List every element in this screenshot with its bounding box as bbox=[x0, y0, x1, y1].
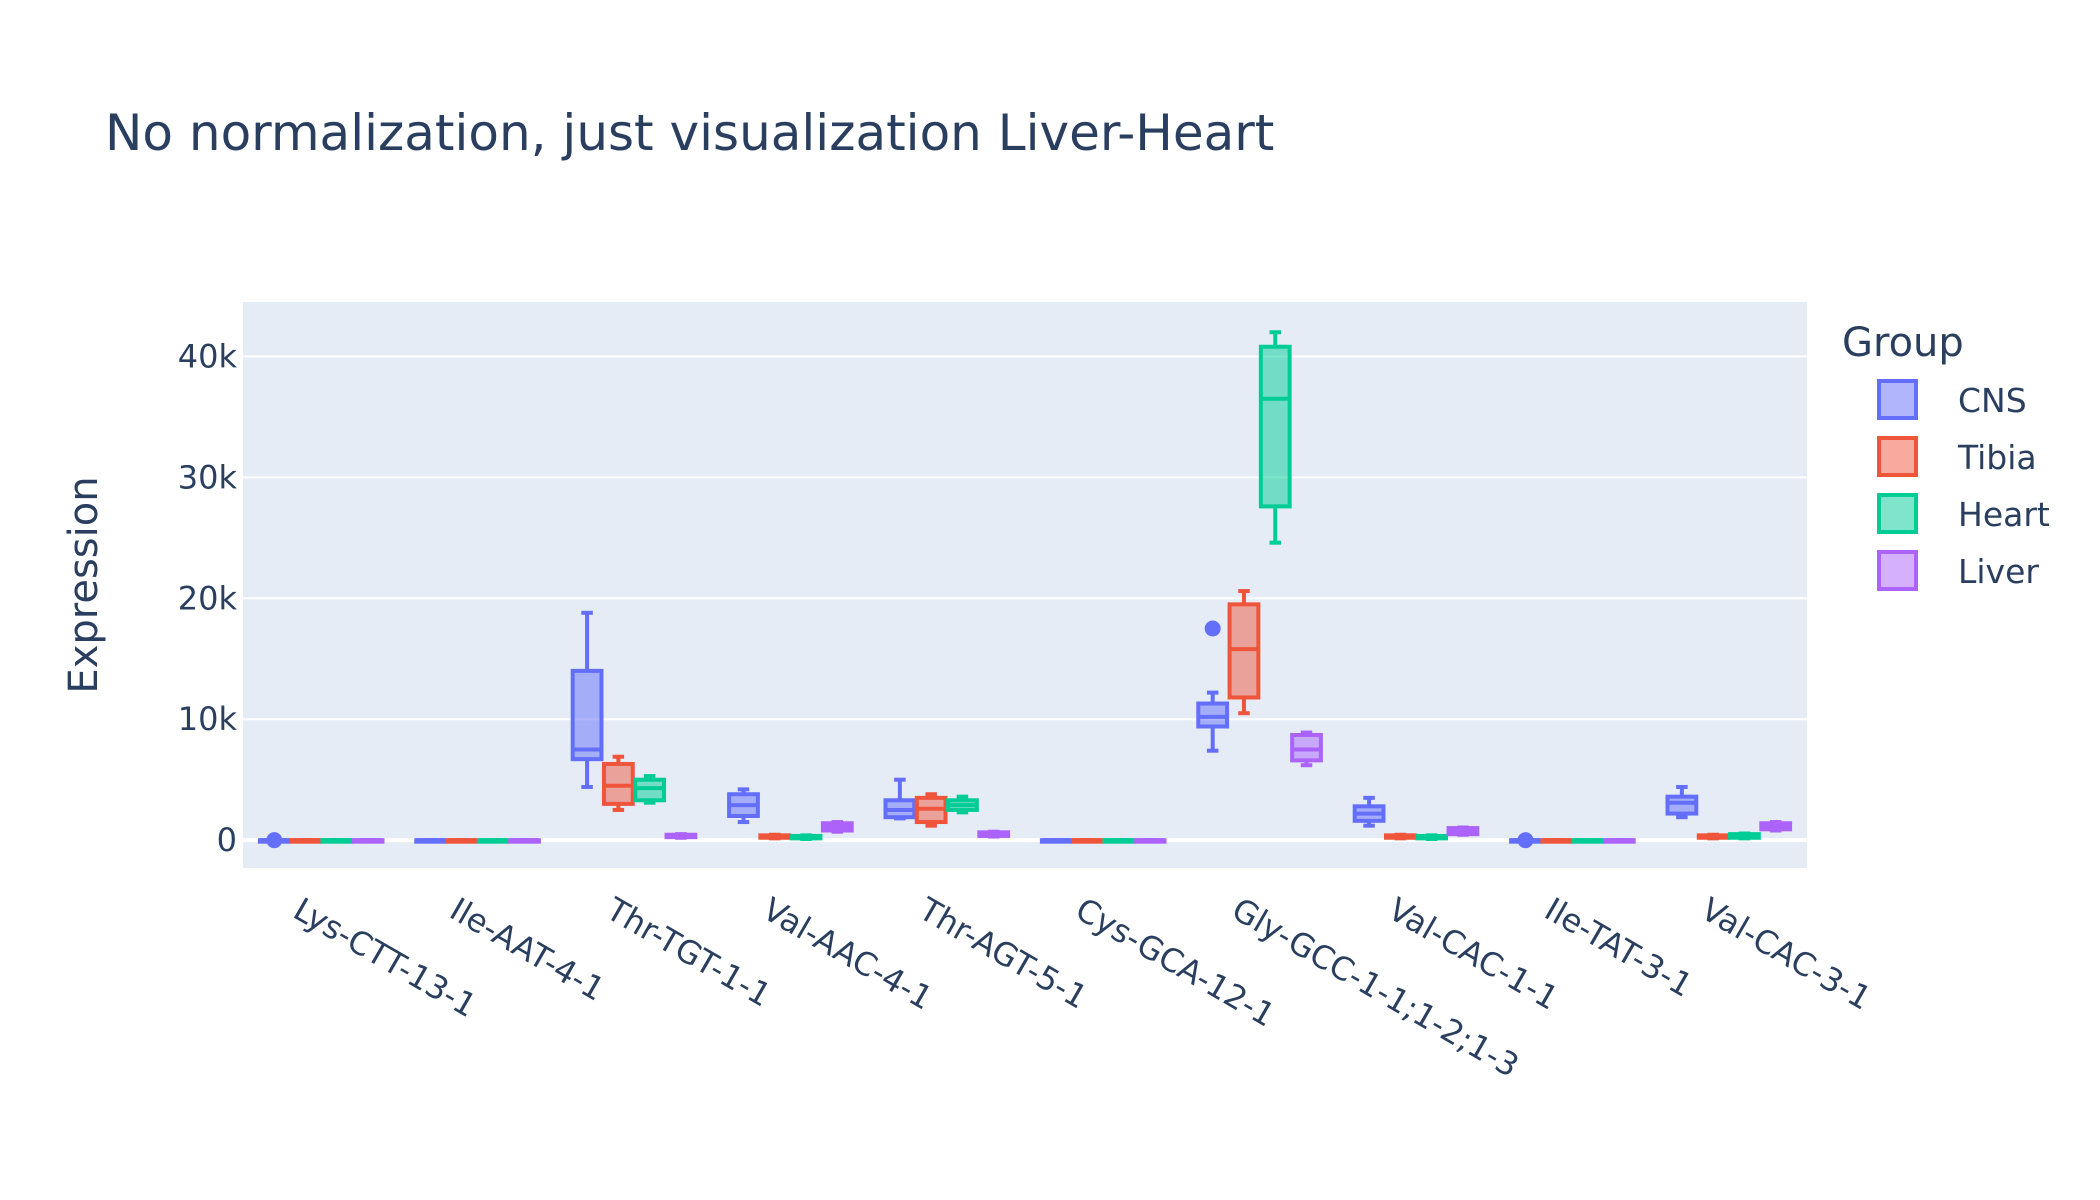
outlier-point[interactable] bbox=[1204, 620, 1221, 637]
legend-label: Heart bbox=[1958, 495, 2050, 534]
box-plot[interactable] bbox=[1102, 838, 1136, 844]
box-plot[interactable] bbox=[508, 838, 541, 844]
box-plot[interactable] bbox=[1133, 838, 1167, 844]
legend-item-heart[interactable]: Heart bbox=[1877, 493, 2050, 534]
legend-item-liver[interactable]: Liver bbox=[1877, 550, 2039, 591]
box-plot[interactable] bbox=[820, 820, 854, 834]
y-tick-label: 0 bbox=[217, 821, 237, 859]
box-plot[interactable] bbox=[1258, 330, 1292, 545]
y-tick-label: 30k bbox=[178, 458, 238, 496]
box-plot[interactable] bbox=[351, 838, 385, 844]
box-plot[interactable] bbox=[727, 787, 760, 825]
legend-swatch bbox=[1877, 493, 1918, 534]
legend-label: Liver bbox=[1958, 552, 2039, 591]
chart-title: No normalization, just visualization Liv… bbox=[105, 104, 1274, 162]
y-axis-ticks: 0 10k 20k 30k 40k bbox=[178, 337, 238, 859]
box-plot[interactable] bbox=[1602, 838, 1636, 844]
box-plot[interactable] bbox=[1039, 838, 1073, 844]
box-plot[interactable] bbox=[1290, 730, 1323, 768]
box-plot[interactable] bbox=[1571, 838, 1605, 844]
box-series-tibia[interactable] bbox=[289, 589, 1730, 844]
box-plot[interactable] bbox=[1446, 825, 1480, 837]
box-series-cns[interactable] bbox=[257, 610, 1699, 849]
box-plot[interactable] bbox=[257, 832, 291, 849]
box-plot[interactable] bbox=[664, 832, 698, 840]
plot-area bbox=[243, 302, 1807, 868]
box-plot[interactable] bbox=[633, 774, 667, 805]
legend-item-tibia[interactable]: Tibia bbox=[1877, 436, 2037, 477]
legend-item-cns[interactable]: CNS bbox=[1877, 379, 2027, 420]
box-plot[interactable] bbox=[570, 610, 604, 789]
y-tick-label: 40k bbox=[178, 337, 238, 375]
box-plot[interactable] bbox=[414, 838, 448, 844]
box-plot[interactable] bbox=[1071, 838, 1104, 844]
box-plot[interactable] bbox=[977, 829, 1011, 839]
box-plot[interactable] bbox=[1352, 795, 1386, 828]
box-plot[interactable] bbox=[445, 838, 479, 844]
box-plot[interactable] bbox=[1540, 838, 1574, 844]
legend-title: Group bbox=[1842, 320, 1964, 366]
legend[interactable]: Group CNS Tibia Heart Liver bbox=[1842, 320, 2050, 591]
box-traces[interactable] bbox=[257, 330, 1793, 849]
box-series-heart[interactable] bbox=[320, 330, 1761, 844]
box-plot[interactable] bbox=[289, 838, 322, 844]
y-tick-label: 20k bbox=[178, 579, 238, 617]
box-plot[interactable] bbox=[914, 792, 948, 828]
y-axis-title: Expression bbox=[61, 476, 107, 693]
box-plot[interactable] bbox=[1196, 620, 1230, 753]
box-plot[interactable] bbox=[1728, 831, 1761, 841]
box-plot[interactable] bbox=[946, 794, 979, 815]
box-plot[interactable] bbox=[789, 833, 823, 841]
box-plot[interactable] bbox=[601, 754, 635, 812]
box-plot[interactable] bbox=[758, 832, 792, 841]
legend-swatch bbox=[1877, 436, 1918, 477]
box-body[interactable] bbox=[1258, 344, 1292, 509]
legend-label: CNS bbox=[1958, 381, 2027, 420]
box-plot[interactable] bbox=[1759, 820, 1793, 833]
box-plot[interactable] bbox=[1227, 589, 1261, 716]
box-plot[interactable] bbox=[883, 777, 917, 821]
box-plot[interactable] bbox=[1696, 832, 1730, 841]
box-series-liver[interactable] bbox=[351, 730, 1793, 844]
box-plot[interactable] bbox=[1383, 832, 1417, 841]
legend-swatch bbox=[1877, 550, 1918, 591]
legend-label: Tibia bbox=[1957, 438, 2037, 477]
box-plot[interactable] bbox=[1665, 784, 1699, 820]
legend-items[interactable]: CNS Tibia Heart Liver bbox=[1877, 379, 2050, 591]
box-body[interactable] bbox=[570, 668, 604, 762]
data-point[interactable] bbox=[266, 832, 283, 849]
y-tick-label: 10k bbox=[178, 700, 238, 738]
data-point[interactable] bbox=[1517, 832, 1534, 849]
box-plot[interactable] bbox=[1509, 832, 1542, 849]
box-plot[interactable] bbox=[1415, 833, 1449, 841]
box-plot[interactable] bbox=[320, 838, 354, 844]
box-plot[interactable] bbox=[476, 838, 510, 844]
legend-swatch bbox=[1877, 379, 1918, 420]
box-body[interactable] bbox=[1665, 794, 1699, 816]
